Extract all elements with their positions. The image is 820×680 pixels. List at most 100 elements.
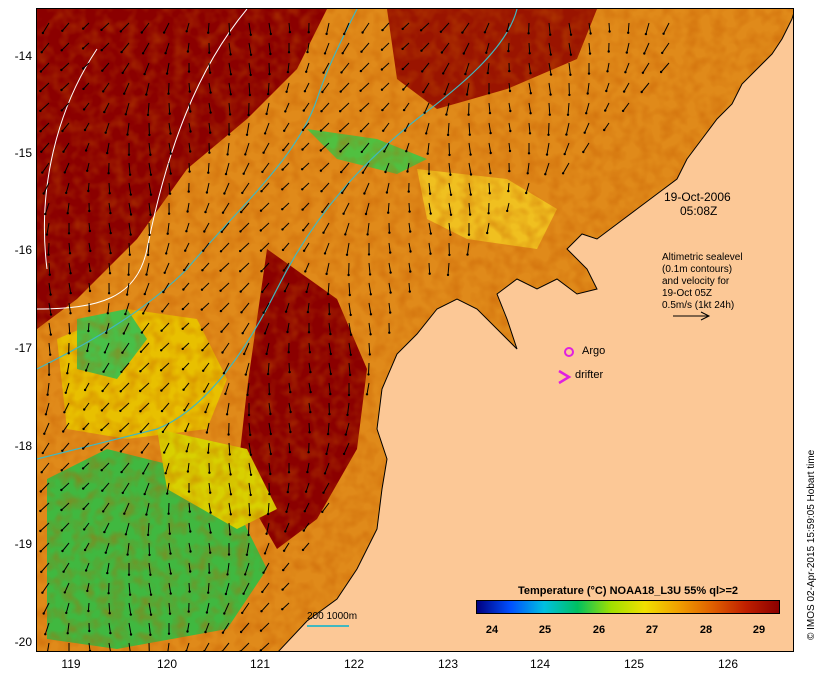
velocity-arrow-head bbox=[60, 49, 63, 52]
velocity-arrow-head bbox=[426, 152, 429, 155]
velocity-arrow bbox=[548, 42, 552, 55]
velocity-arrow-head bbox=[265, 112, 268, 116]
velocity-arrow-head bbox=[625, 51, 628, 54]
velocity-arrow bbox=[183, 282, 190, 290]
velocity-arrow bbox=[260, 642, 270, 651]
velocity-arrow bbox=[248, 22, 252, 35]
velocity-arrow bbox=[608, 22, 611, 32]
velocity-arrow bbox=[240, 222, 250, 232]
velocity-arrow bbox=[428, 242, 431, 254]
velocity-arrow bbox=[41, 462, 50, 473]
velocity-arrow-head bbox=[339, 90, 342, 93]
velocity-arrow-head bbox=[161, 310, 164, 313]
velocity-arrow-head bbox=[389, 311, 392, 314]
velocity-arrow bbox=[101, 442, 110, 451]
velocity-arrow-head bbox=[260, 610, 263, 613]
velocity-arrow bbox=[41, 42, 50, 53]
velocity-arrow-head bbox=[228, 113, 232, 116]
velocity-arrow-head bbox=[326, 292, 330, 296]
velocity-arrow-head bbox=[269, 412, 272, 416]
velocity-arrow bbox=[148, 602, 152, 615]
velocity-arrow-head bbox=[249, 433, 252, 437]
legend-tick: 25 bbox=[538, 624, 552, 636]
velocity-arrow-head bbox=[224, 172, 228, 176]
velocity-arrow-head bbox=[221, 631, 225, 634]
velocity-arrow bbox=[68, 302, 71, 314]
velocity-arrow bbox=[48, 342, 51, 355]
velocity-arrow-head bbox=[343, 32, 346, 36]
velocity-arrow-head bbox=[223, 192, 226, 195]
velocity-arrow-head bbox=[549, 93, 552, 96]
velocity-arrow-head bbox=[449, 233, 452, 236]
velocity-arrow-head bbox=[120, 50, 123, 54]
velocity-arrow bbox=[120, 442, 130, 452]
velocity-arrow-head bbox=[163, 271, 166, 274]
velocity-arrow bbox=[240, 202, 250, 213]
velocity-arrow bbox=[182, 302, 190, 310]
velocity-arrow bbox=[421, 62, 430, 72]
velocity-arrow bbox=[48, 242, 50, 255]
velocity-arrow-head bbox=[182, 288, 185, 291]
velocity-arrow-head bbox=[228, 453, 231, 456]
velocity-arrow bbox=[188, 562, 191, 572]
velocity-arrow bbox=[102, 502, 110, 512]
sst-map[interactable] bbox=[36, 8, 794, 652]
velocity-arrow-head bbox=[323, 52, 327, 55]
velocity-arrow bbox=[326, 442, 330, 455]
velocity-arrow-head bbox=[627, 31, 630, 34]
velocity-arrow-head bbox=[402, 88, 405, 91]
velocity-arrow-head bbox=[569, 53, 573, 56]
velocity-arrow bbox=[184, 242, 190, 251]
velocity-arrow-head bbox=[467, 113, 470, 116]
velocity-arrow-head bbox=[348, 293, 351, 297]
velocity-arrow-head bbox=[209, 551, 212, 554]
velocity-arrow-head bbox=[186, 50, 190, 53]
velocity-arrow bbox=[588, 42, 591, 54]
velocity-arrow-head bbox=[60, 488, 63, 492]
velocity-arrow-head bbox=[621, 109, 625, 113]
velocity-arrow-head bbox=[283, 129, 286, 132]
velocity-arrow-head bbox=[624, 71, 627, 74]
velocity-arrow bbox=[603, 122, 610, 131]
velocity-arrow bbox=[82, 442, 90, 449]
velocity-arrow-head bbox=[322, 71, 325, 74]
velocity-arrow bbox=[187, 462, 190, 472]
white-contour-2 bbox=[37, 9, 248, 310]
velocity-arrow bbox=[428, 262, 431, 274]
velocity-arrow bbox=[103, 102, 110, 113]
velocity-arrow-head bbox=[259, 649, 262, 651]
velocity-arrow-head bbox=[219, 309, 223, 313]
velocity-arrow bbox=[268, 402, 271, 415]
velocity-arrow-head bbox=[102, 370, 105, 373]
argo-label: Argo bbox=[582, 345, 606, 357]
velocity-arrow bbox=[645, 22, 650, 35]
velocity-arrow-head bbox=[127, 573, 131, 576]
velocity-arrow-head bbox=[169, 592, 172, 595]
velocity-arrow bbox=[467, 242, 470, 255]
velocity-arrow bbox=[282, 142, 290, 151]
velocity-arrow-head bbox=[604, 109, 607, 112]
velocity-arrow bbox=[188, 82, 191, 92]
velocity-arrow bbox=[83, 402, 90, 410]
velocity-arrow-head bbox=[342, 452, 346, 456]
velocity-arrow-head bbox=[67, 352, 70, 355]
velocity-arrow-head bbox=[401, 47, 404, 51]
velocity-arrow bbox=[248, 502, 251, 516]
velocity-arrow-head bbox=[82, 27, 85, 30]
velocity-arrow bbox=[105, 322, 110, 334]
y-tick: -20 bbox=[14, 635, 32, 649]
velocity-arrow bbox=[161, 302, 170, 312]
velocity-arrow-head bbox=[301, 128, 305, 132]
velocity-arrow bbox=[102, 82, 110, 92]
velocity-arrow bbox=[624, 62, 630, 73]
velocity-arrow bbox=[248, 422, 251, 435]
velocity-arrow-head bbox=[366, 233, 369, 236]
velocity-arrow-head bbox=[103, 110, 106, 114]
velocity-arrow-head bbox=[209, 531, 212, 534]
velocity-arrow-head bbox=[42, 612, 45, 615]
velocity-arrow bbox=[120, 422, 130, 432]
velocity-arrow-head bbox=[323, 472, 327, 475]
velocity-arrow bbox=[382, 122, 390, 132]
velocity-arrow bbox=[622, 102, 630, 112]
velocity-arrow-head bbox=[419, 29, 423, 32]
